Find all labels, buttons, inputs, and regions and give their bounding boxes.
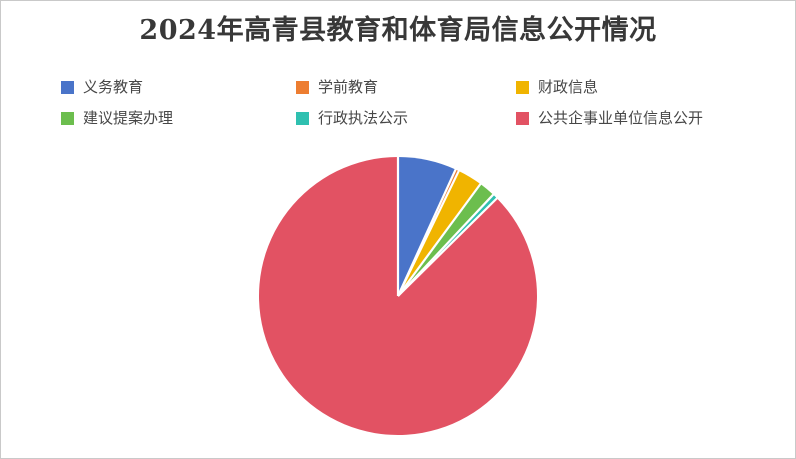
legend-label: 建议提案办理 — [83, 109, 174, 127]
legend-label: 义务教育 — [83, 78, 144, 96]
legend-swatch-icon — [296, 80, 309, 94]
pie-slice-gap — [397, 169, 461, 297]
legend-item-law-enforcement-publicity: 行政执法公示 — [296, 110, 408, 126]
legend-item-proposal-handling: 建议提案办理 — [61, 110, 173, 126]
pie-slice-gap — [397, 182, 482, 297]
legend-label: 行政执法公示 — [318, 109, 409, 127]
legend-item-public-institution-disclosure: 公共企事业单位信息公开 — [516, 110, 703, 126]
legend-swatch-icon — [296, 111, 309, 125]
legend-item-preschool-education: 学前教育 — [296, 79, 378, 95]
legend-item-fiscal-information: 财政信息 — [516, 79, 598, 95]
legend-label: 公共企事业单位信息公开 — [538, 109, 704, 127]
legend-label: 学前教育 — [318, 78, 379, 96]
legend-swatch-icon — [516, 80, 529, 94]
pie-slice-0 — [398, 157, 456, 296]
legend-swatch-icon — [516, 111, 529, 125]
pie-slice-2 — [398, 170, 481, 296]
legend-swatch-icon — [61, 80, 74, 94]
pie-slice-gap — [397, 196, 499, 297]
pie-slice-3 — [398, 184, 494, 296]
legend-item-compulsory-education: 义务教育 — [61, 79, 143, 95]
chart-title: 2024年高青县教育和体育局信息公开情况 — [139, 15, 657, 46]
legend-swatch-icon — [61, 111, 74, 125]
pie-chart — [258, 156, 537, 435]
legend-label: 财政信息 — [538, 78, 599, 96]
